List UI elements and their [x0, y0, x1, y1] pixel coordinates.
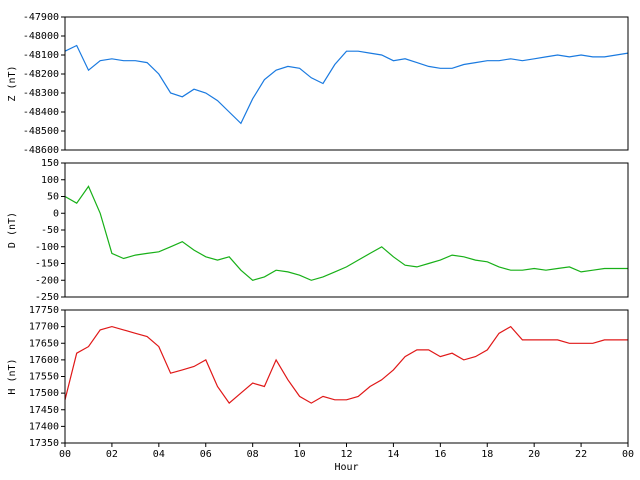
x-tick-label: 04 [153, 449, 165, 460]
y-tick-label: -48400 [23, 107, 59, 118]
x-tick-label: 20 [528, 449, 540, 460]
y-tick-label: -48300 [23, 88, 59, 99]
x-tick-label: 00 [59, 449, 71, 460]
plot-frame [64, 162, 629, 298]
y-tick-label: 0 [53, 208, 59, 219]
x-tick-label: 12 [340, 449, 352, 460]
y-tick-label: 17700 [29, 322, 59, 333]
y-tick-label: 17450 [29, 405, 59, 416]
plot-frame [64, 309, 629, 444]
y-tick-label: 17600 [29, 355, 59, 366]
x-axis-label: Hour [334, 462, 358, 473]
x-tick-label: 02 [106, 449, 118, 460]
y-tick-label: 50 [47, 192, 59, 203]
y-tick-label: -200 [35, 275, 59, 286]
x-tick-label: 14 [387, 449, 399, 460]
y-tick-label: 17350 [29, 438, 59, 449]
y-tick-label: 17750 [29, 305, 59, 316]
y-tick-label: -48100 [23, 50, 59, 61]
y-tick-label: 150 [41, 158, 59, 169]
y-axis-label: D (nT) [7, 212, 18, 248]
x-tick-label: 10 [294, 449, 306, 460]
x-tick-label: 22 [575, 449, 587, 460]
y-tick-label: -100 [35, 242, 59, 253]
y-tick-label: -48500 [23, 126, 59, 137]
x-tick-label: 16 [434, 449, 446, 460]
y-tick-label: 100 [41, 175, 59, 186]
y-tick-label: -250 [35, 292, 59, 303]
y-axis-label: H (nT) [7, 358, 18, 394]
y-tick-label: 17400 [29, 421, 59, 432]
data-line [64, 325, 628, 404]
x-tick-label: 18 [481, 449, 493, 460]
x-tick-label: 06 [200, 449, 212, 460]
y-tick-label: -47900 [23, 12, 59, 23]
y-tick-label: -50 [41, 225, 59, 236]
x-tick-label: 08 [247, 449, 259, 460]
y-tick-label: 17500 [29, 388, 59, 399]
x-tick-label: 00 [622, 449, 634, 460]
plot-frame [64, 16, 629, 151]
y-axis-label: Z (nT) [7, 65, 18, 101]
y-tick-label: 17650 [29, 338, 59, 349]
y-tick-label: -48000 [23, 31, 59, 42]
y-tick-label: -48600 [23, 145, 59, 156]
y-tick-label: -150 [35, 259, 59, 270]
data-line [64, 185, 628, 281]
y-tick-label: 17550 [29, 372, 59, 383]
y-tick-label: -48200 [23, 69, 59, 80]
data-line [64, 44, 629, 125]
